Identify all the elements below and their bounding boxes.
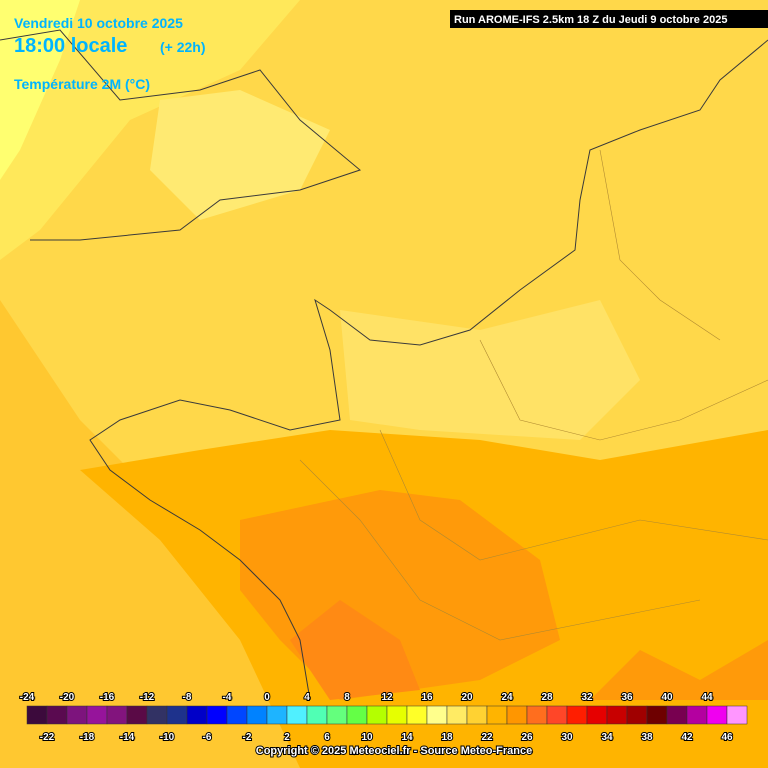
legend-label: 18 xyxy=(441,732,453,743)
legend-swatch xyxy=(426,705,448,725)
legend-label: -12 xyxy=(140,692,155,703)
legend-swatch xyxy=(526,705,548,725)
legend-label: 24 xyxy=(501,692,513,703)
legend-swatch xyxy=(686,705,708,725)
legend-label: 4 xyxy=(304,692,310,703)
sea-zone xyxy=(0,300,300,768)
legend-swatch xyxy=(546,705,568,725)
run-banner xyxy=(450,10,768,28)
legend-swatch xyxy=(226,705,248,725)
legend-swatch xyxy=(386,705,408,725)
legend-swatch xyxy=(66,705,88,725)
legend-swatch xyxy=(606,705,628,725)
time: 18:00 locale xyxy=(14,35,127,57)
pale-zone xyxy=(0,0,80,180)
offset: (+ 22h) xyxy=(160,39,206,55)
legend-swatch xyxy=(486,705,508,725)
legend-swatch xyxy=(566,705,588,725)
legend-swatch xyxy=(466,705,488,725)
hot-zone xyxy=(590,640,768,700)
legend-label: -16 xyxy=(100,692,115,703)
legend-label: 0 xyxy=(264,692,270,703)
legend-label: 44 xyxy=(701,692,713,703)
date: Vendredi 10 octobre 2025 xyxy=(14,15,183,31)
legend-label: 30 xyxy=(561,732,573,743)
legend-label: -20 xyxy=(60,692,75,703)
legend-label: 16 xyxy=(421,692,433,703)
legend-swatch xyxy=(326,705,348,725)
coastline xyxy=(89,39,768,701)
legend-swatch xyxy=(266,705,288,725)
legend-swatch xyxy=(126,705,148,725)
legend-swatch xyxy=(146,705,168,725)
legend-swatch xyxy=(366,705,388,725)
legend-label: 2 xyxy=(284,732,290,743)
legend-label: 38 xyxy=(641,732,653,743)
legend-label: 34 xyxy=(601,732,613,743)
legend-label: 26 xyxy=(521,732,533,743)
legend-swatch xyxy=(106,705,128,725)
legend-label: 14 xyxy=(401,732,413,743)
legend-label: 10 xyxy=(361,732,373,743)
legend-label: -22 xyxy=(40,732,55,743)
legend-swatch xyxy=(346,705,368,725)
legend-swatch xyxy=(666,705,688,725)
legend-swatch xyxy=(506,705,528,725)
legend-label: 20 xyxy=(461,692,473,703)
legend-swatch xyxy=(626,705,648,725)
region-border xyxy=(299,149,768,641)
legend-swatch xyxy=(726,705,748,725)
legend-swatch xyxy=(166,705,188,725)
legend-swatch xyxy=(46,705,68,725)
legend-label: 36 xyxy=(621,692,633,703)
run-info: Run AROME-IFS 2.5km 18 Z du Jeudi 9 octo… xyxy=(454,14,727,26)
legend-label: 42 xyxy=(681,732,693,743)
legend-label: -6 xyxy=(203,732,212,743)
legend-label: -2 xyxy=(243,732,252,743)
legend-swatch xyxy=(26,705,48,725)
legend-label: -14 xyxy=(120,732,135,743)
legend-swatch xyxy=(86,705,108,725)
legend-label: 40 xyxy=(661,692,673,703)
pale-zone xyxy=(340,300,640,440)
legend-label: 6 xyxy=(324,732,330,743)
legend-swatch xyxy=(706,705,728,725)
legend: -24-22-20-18-16-14-12-10-8-6-4-202468101… xyxy=(19,691,748,744)
legend-swatch xyxy=(206,705,228,725)
legend-swatch xyxy=(586,705,608,725)
hot-zone xyxy=(290,600,420,700)
legend-swatch xyxy=(306,705,328,725)
legend-swatch xyxy=(186,705,208,725)
legend-swatch xyxy=(446,705,468,725)
legend-label: -24 xyxy=(20,692,35,703)
coastline xyxy=(0,29,362,241)
legend-label: -8 xyxy=(183,692,192,703)
legend-swatch xyxy=(246,705,268,725)
legend-swatch xyxy=(646,705,668,725)
pale-zone xyxy=(150,90,330,220)
pale-zone xyxy=(0,0,300,260)
legend-label: 32 xyxy=(581,692,593,703)
legend-label: 28 xyxy=(541,692,553,703)
legend-label: 12 xyxy=(381,692,393,703)
legend-label: -4 xyxy=(223,692,232,703)
legend-swatch xyxy=(406,705,428,725)
legend-label: 22 xyxy=(481,732,493,743)
legend-label: 46 xyxy=(721,732,733,743)
parameter: Température 2M (°C) xyxy=(14,76,150,92)
legend-label: -10 xyxy=(160,732,175,743)
legend-label: 8 xyxy=(344,692,350,703)
copyright: Copyright © 2025 Meteociel.fr - Source M… xyxy=(256,745,532,757)
legend-label: -18 xyxy=(80,732,95,743)
legend-swatch xyxy=(286,705,308,725)
